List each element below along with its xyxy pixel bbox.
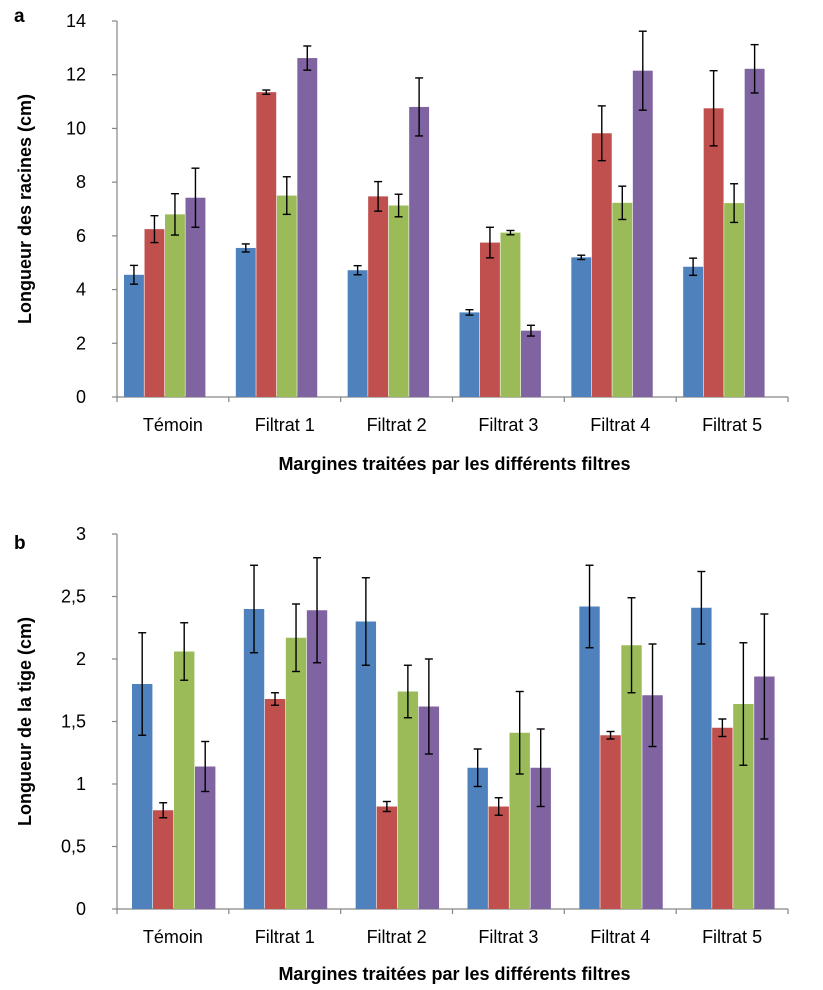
bar-series3-2 <box>276 195 297 397</box>
bar-series1-2 <box>235 247 256 397</box>
bar-series1-4 <box>459 312 480 397</box>
y-tick-label: 8 <box>76 172 86 192</box>
bar-series1-1 <box>124 274 144 397</box>
bar-series1-3 <box>355 621 377 909</box>
bar-series2-6 <box>703 108 724 398</box>
bar-series4-1 <box>185 197 206 397</box>
y-tick-label: 12 <box>66 65 86 85</box>
x-tick-label: Filtrat 4 <box>590 415 650 435</box>
bar-series4-5 <box>642 695 663 909</box>
y-tick-label: 0 <box>76 899 86 919</box>
bar-series2-3 <box>368 196 389 397</box>
bar-series1-6 <box>683 266 704 397</box>
bar-series3-6 <box>724 203 745 397</box>
bar-series1-5 <box>579 606 600 909</box>
y-axis-title: Longueur des racines (cm) <box>15 94 35 324</box>
bar-series4-6 <box>754 676 775 909</box>
bar-series3-3 <box>397 691 419 909</box>
bar-series4-3 <box>409 106 430 397</box>
bar-series2-2 <box>256 92 277 398</box>
bar-series2-1 <box>144 229 165 397</box>
y-tick-label: 3 <box>76 524 86 544</box>
chart-panel-b: b 0 0,5 1 1,5 2 2,5 3 Témoin Filtrat 1 Filtrat 2 Fi… <box>14 524 789 984</box>
y-tick-label: 14 <box>66 11 86 31</box>
x-axis-title: Margines traitées par les différents fil… <box>278 454 630 474</box>
bar-series3-5 <box>621 645 642 909</box>
x-tick-label: Filtrat 5 <box>702 927 762 947</box>
panel-letter: b <box>14 533 26 554</box>
x-tick-label: Témoin <box>143 415 203 435</box>
y-tick-label: 0,5 <box>61 837 86 857</box>
bar-series2-3 <box>376 806 398 909</box>
y-tick-label: 2 <box>76 333 86 353</box>
bar-series4-2 <box>306 610 328 909</box>
bar-series2-5 <box>591 133 612 397</box>
bar-series3-5 <box>612 202 633 397</box>
x-tick-label: Filtrat 1 <box>255 927 315 947</box>
x-axis-title: Margines traitées par les différents fil… <box>278 964 630 984</box>
bar-series3-1 <box>174 651 195 909</box>
bar-series2-2 <box>264 699 286 909</box>
panel-letter: a <box>14 6 25 27</box>
x-tick-label: Filtrat 5 <box>702 415 762 435</box>
bar-series2-5 <box>600 735 621 909</box>
bar-series3-3 <box>388 205 409 397</box>
bar-series3-4 <box>500 232 521 397</box>
x-tick-label: Filtrat 2 <box>367 415 427 435</box>
bar-series1-4 <box>467 767 488 909</box>
bar-series2-4 <box>488 806 509 909</box>
bar-series4-2 <box>297 58 318 397</box>
bar-series3-1 <box>165 214 185 397</box>
y-tick-label: 4 <box>76 280 86 300</box>
bar-series1-3 <box>347 270 368 397</box>
bar-series4-4 <box>530 767 551 909</box>
bar-series4-3 <box>418 706 440 909</box>
bar-series4-6 <box>744 68 765 397</box>
y-tick-label: 0 <box>76 387 86 407</box>
bar-series3-2 <box>285 637 307 909</box>
bar-series1-5 <box>571 257 592 397</box>
bar-series4-4 <box>521 330 541 397</box>
y-tick-label: 2,5 <box>61 587 86 607</box>
x-tick-label: Filtrat 4 <box>590 927 650 947</box>
bar-series2-1 <box>153 810 174 909</box>
y-tick-label: 10 <box>66 118 86 138</box>
bar-series3-6 <box>733 704 754 909</box>
y-tick-label: 1,5 <box>61 712 86 732</box>
bar-series2-4 <box>480 242 500 397</box>
bar-series4-1 <box>195 766 216 909</box>
bar-series1-1 <box>132 684 153 909</box>
bar-series2-6 <box>712 727 733 909</box>
x-tick-label: Témoin <box>143 927 203 947</box>
x-tick-label: Filtrat 1 <box>255 415 315 435</box>
y-tick-label: 2 <box>76 649 86 669</box>
bar-series3-4 <box>509 732 530 909</box>
x-tick-label: Filtrat 3 <box>478 415 538 435</box>
y-tick-label: 6 <box>76 226 86 246</box>
y-axis-title: Longueur de la tige (cm) <box>15 617 35 826</box>
x-tick-label: Filtrat 2 <box>367 927 427 947</box>
chart-panel-a: a 0 2 4 6 8 10 12 14 Témoin Filtrat 1 Filtrat 2 Filt… <box>14 6 789 474</box>
x-tick-label: Filtrat 3 <box>478 927 538 947</box>
bar-series4-5 <box>632 70 653 397</box>
bar-series1-2 <box>243 609 265 909</box>
y-tick-label: 1 <box>76 774 86 794</box>
bar-series1-6 <box>691 607 712 909</box>
